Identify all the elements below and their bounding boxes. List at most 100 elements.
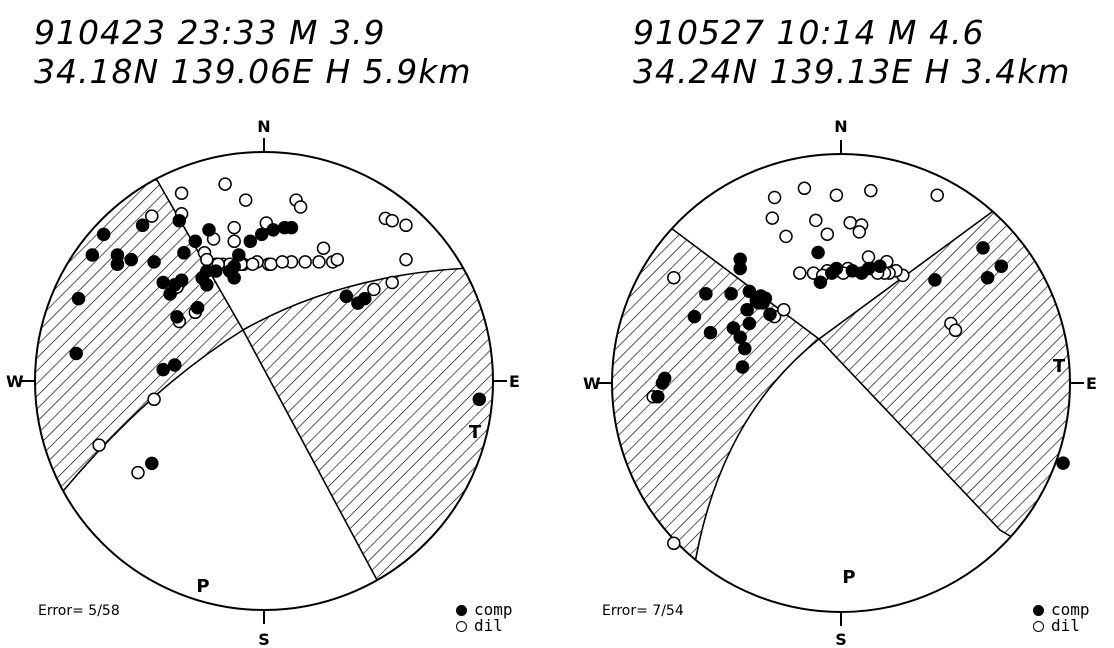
compression-marker [829,261,844,276]
compression-marker [811,245,825,260]
dilatation-marker [852,225,867,239]
compression-marker [71,291,86,306]
event-datetime-magnitude: 910423 23:33 M 3.9 [34,13,386,52]
compression-marker [177,246,191,260]
dilatation-marker [131,465,145,480]
legend-comp: comp [456,602,513,618]
dilatation-marker [399,252,413,267]
p-axis-label: P [196,576,209,597]
dilatation-marker [227,234,241,249]
dilatation-marker [298,255,312,269]
west-label: W [583,374,601,393]
compression-marker [135,218,150,233]
dilatation-marker [245,257,260,271]
compression-marker [188,234,203,249]
compression-marker [980,270,995,285]
dilatation-marker [238,193,253,207]
compression-marker [472,392,487,407]
compression-quadrant-west [612,227,821,576]
compression-marker [172,213,187,228]
compression-marker [699,286,713,301]
compression-marker [742,316,757,331]
dilatation-marker [385,275,399,290]
dilatation-marker [145,209,159,223]
dilatation-marker [797,181,812,196]
dilatation-marker [367,282,381,297]
compression-marker [651,389,665,404]
compression-marker [738,341,752,356]
compression-marker [124,252,138,267]
dilatation-marker [264,257,278,271]
polarity-legend: comp dil [456,602,513,634]
dilatation-marker [948,323,963,338]
compression-marker [657,371,672,386]
dilatation-marker [385,213,399,228]
compression-marker [763,307,777,322]
polarity-legend: comp dil [1033,602,1090,634]
compression-marker [873,259,887,273]
dilatation-marker [399,218,413,233]
dilatation-marker [92,438,106,452]
legend-comp-label: comp [1051,600,1090,619]
compression-marker [266,223,280,237]
error-ratio: Error= 7/54 [602,603,684,619]
compression-marker [976,241,990,255]
dilatation-marker [147,392,161,407]
dilatation-circle-icon [456,620,467,632]
dilatation-marker [667,270,681,285]
t-axis-label: T [1053,356,1066,377]
compression-marker [742,284,757,299]
legend-dil-label: dil [474,616,503,635]
compression-marker [284,220,299,235]
panel-right: 910527 10:14 M 4.6 34.24N 139.13E H 3.4k… [557,0,1114,648]
polarity-markers [646,181,1070,551]
compression-marker [703,325,718,340]
compression-marker [339,289,354,304]
compression-marker [200,264,214,278]
compression-marker [754,289,768,303]
compression-marker [156,275,170,290]
dilatation-circle-icon [1033,620,1044,632]
error-ratio: Error= 5/58 [38,603,120,619]
north-label: N [257,117,270,136]
compression-marker [232,248,246,262]
event-location-depth: 34.24N 139.13E H 3.4km [633,52,1071,91]
legend-dil: dil [1033,618,1090,634]
compression-marker [358,291,372,306]
compression-marker [726,321,741,335]
t-axis-label: T [469,422,482,443]
dilatation-marker [312,255,326,269]
compression-marker [222,264,237,278]
dilatation-marker [861,250,876,264]
compression-marker [994,259,1009,273]
dilatation-marker [200,252,214,267]
compression-marker [202,223,216,237]
p-axis-label: P [842,567,855,588]
compression-marker [190,300,205,315]
compression-marker [740,302,754,317]
focal-mechanism-diagram: N S W E P T [6,117,520,648]
dilatation-marker [765,211,780,225]
compression-marker [85,248,100,262]
compression-marker [813,275,828,289]
compression-marker [167,358,182,372]
compression-marker [145,456,159,471]
dilatation-marker [829,188,844,202]
compression-marker [156,362,170,377]
compression-marker [170,310,184,324]
compression-marker [1056,456,1070,470]
compression-marker [854,266,869,280]
compression-marker [733,252,747,267]
compression-dot-icon [1033,604,1044,616]
compression-marker [928,273,942,287]
dilatation-marker [843,215,857,230]
legend-comp-label: comp [474,600,513,619]
dilatation-marker [777,302,791,317]
focal-mechanism-diagram: N S W E P T [583,117,1097,648]
dilatation-marker [793,266,807,280]
legend-dil-label: dil [1051,616,1080,635]
dilatation-marker [275,255,290,269]
dilatation-marker [809,213,823,228]
west-label: W [6,372,24,391]
event-datetime-magnitude: 910527 10:14 M 4.6 [633,13,985,52]
